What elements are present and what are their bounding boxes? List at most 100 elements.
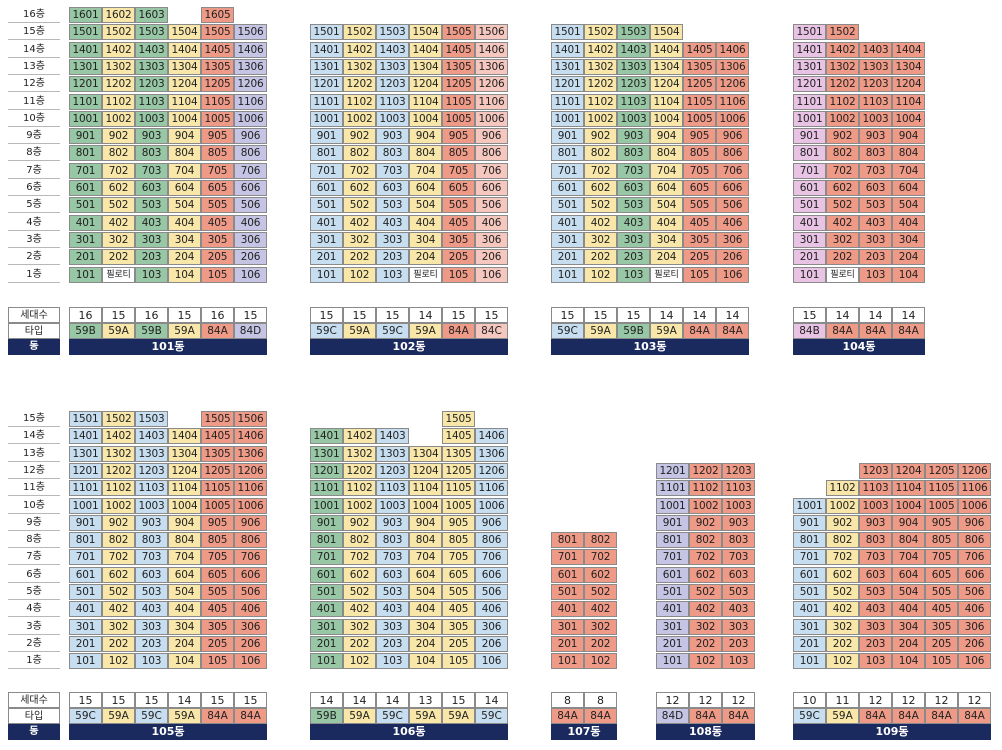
unit-type: 59B — [135, 323, 168, 339]
unit-cell: 205 — [683, 249, 716, 266]
unit-cell: 304 — [409, 618, 442, 635]
unit-cell: 902 — [102, 514, 135, 531]
unit-cell: 906 — [716, 128, 749, 145]
unit-cell: 1202 — [343, 76, 376, 93]
unit-cell: 201 — [310, 249, 343, 266]
unit-cell: 101 — [310, 266, 343, 283]
unit-cell: 801 — [793, 145, 826, 162]
unit-cell: 606 — [234, 566, 267, 583]
unit-cell: 1304 — [168, 445, 201, 462]
building-name: 107동 — [551, 724, 617, 740]
unit-cell: 1602 — [102, 7, 135, 23]
unit-count: 16 — [135, 307, 168, 323]
unit-cell: 805 — [683, 145, 716, 162]
unit-cell: 902 — [102, 128, 135, 145]
unit-cell: 1002 — [689, 497, 722, 514]
unit-cell: 1205 — [442, 462, 475, 479]
unit-cell: 304 — [650, 231, 683, 248]
unit-cell: 1106 — [234, 480, 267, 497]
unit-cell: 406 — [234, 214, 267, 231]
unit-cell: 1001 — [310, 110, 343, 127]
unit-cell: 203 — [722, 635, 755, 652]
unit-type: 59C — [793, 708, 826, 724]
unit-cell: 1205 — [683, 76, 716, 93]
unit-cell: 905 — [925, 514, 958, 531]
unit-cell: 704 — [409, 549, 442, 566]
unit-cell: 1502 — [343, 24, 376, 41]
unit-cell: 506 — [475, 197, 508, 214]
unit-cell: 1004 — [892, 110, 925, 127]
dong-row-label: 동 — [8, 339, 60, 355]
unit-cell: 1201 — [69, 76, 102, 93]
unit-type: 59A — [168, 708, 201, 724]
unit-cell: 1406 — [234, 41, 267, 58]
unit-cell: 1305 — [683, 58, 716, 75]
unit-cell: 102 — [584, 266, 617, 283]
unit-cell: 702 — [343, 549, 376, 566]
unit-type: 84D — [656, 708, 689, 724]
unit-cell: 905 — [201, 128, 234, 145]
unit-cell: 802 — [343, 532, 376, 549]
unit-type: 84A — [859, 323, 892, 339]
unit-cell: 1502 — [826, 24, 859, 41]
unit-cell: 803 — [617, 145, 650, 162]
unit-cell: 1201 — [69, 462, 102, 479]
unit-cell: 501 — [551, 584, 584, 600]
unit-count: 15 — [234, 307, 267, 323]
unit-cell: 905 — [442, 128, 475, 145]
unit-cell: 1401 — [69, 41, 102, 58]
unit-cell: 602 — [584, 180, 617, 196]
floor-label: 11층 — [8, 94, 60, 110]
unit-cell: 902 — [343, 128, 376, 145]
unit-type: 84A — [925, 708, 958, 724]
count-row-label: 세대수 — [8, 307, 60, 323]
unit-cell: 304 — [168, 231, 201, 248]
unit-cell: 506 — [958, 584, 991, 600]
unit-cell: 1103 — [135, 480, 168, 497]
unit-cell: 804 — [892, 532, 925, 549]
unit-cell: 503 — [135, 197, 168, 214]
unit-cell: 403 — [859, 214, 892, 231]
unit-cell: 1004 — [168, 497, 201, 514]
unit-cell: 1401 — [310, 428, 343, 445]
unit-cell: 1502 — [102, 24, 135, 41]
unit-cell: 1001 — [793, 110, 826, 127]
unit-cell: 403 — [722, 601, 755, 618]
unit-cell: 803 — [859, 145, 892, 162]
unit-cell: 1102 — [689, 480, 722, 497]
unit-cell: 1301 — [310, 58, 343, 75]
unit-cell: 1304 — [409, 445, 442, 462]
unit-cell: 106 — [475, 653, 508, 670]
unit-cell: 1102 — [343, 480, 376, 497]
unit-cell: 1201 — [310, 76, 343, 93]
unit-count: 14 — [892, 307, 925, 323]
unit-count: 14 — [683, 307, 716, 323]
unit-cell: 905 — [683, 128, 716, 145]
floor-label: 8층 — [8, 532, 60, 549]
unit-cell: 301 — [69, 618, 102, 635]
unit-cell: 105 — [442, 653, 475, 670]
unit-cell: 701 — [656, 549, 689, 566]
unit-cell: 305 — [201, 618, 234, 635]
unit-cell: 1403 — [135, 41, 168, 58]
unit-type: 84A — [201, 708, 234, 724]
unit-cell: 203 — [135, 249, 168, 266]
unit-cell: 1106 — [958, 480, 991, 497]
unit-cell: 502 — [826, 584, 859, 600]
floor-label: 2층 — [8, 636, 60, 652]
unit-cell: 1102 — [343, 93, 376, 110]
unit-type: 59C — [376, 708, 409, 724]
unit-cell: 405 — [683, 214, 716, 231]
unit-type: 84A — [826, 323, 859, 339]
unit-cell: 103 — [859, 653, 892, 670]
unit-type: 84A — [442, 323, 475, 339]
unit-cell: 1003 — [376, 497, 409, 514]
unit-cell: 102 — [343, 266, 376, 283]
unit-count: 14 — [409, 307, 442, 323]
unit-cell: 102 — [584, 653, 617, 670]
unit-cell: 1303 — [376, 445, 409, 462]
unit-cell: 604 — [409, 180, 442, 196]
floor-label: 14층 — [8, 42, 60, 58]
unit-cell: 101 — [551, 653, 584, 670]
unit-cell: 503 — [722, 584, 755, 600]
